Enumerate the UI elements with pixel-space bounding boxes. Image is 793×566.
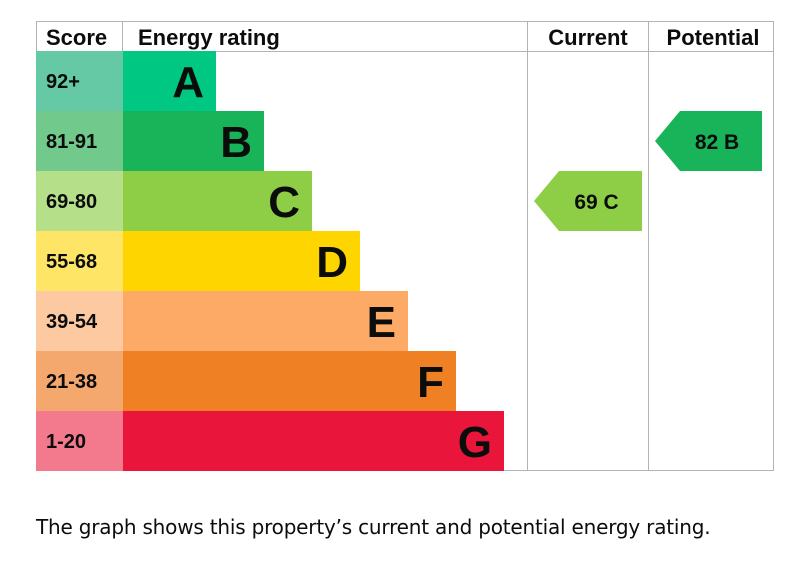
rating-markers: 69 C 82 B — [534, 111, 762, 231]
band-bar-b — [123, 111, 264, 171]
band-letter-b: B — [220, 118, 252, 167]
current-header: Current — [548, 25, 628, 50]
band-letter-e: E — [367, 298, 396, 347]
score-cell-c — [36, 171, 123, 231]
score-cell-b — [36, 111, 123, 171]
band-letter-c: C — [268, 178, 300, 227]
score-range-c: 69-80 — [46, 191, 97, 213]
score-cell-g — [36, 411, 123, 471]
score-range-a: 92+ — [46, 71, 80, 93]
current-rating-label: 69 C — [574, 191, 618, 214]
rating-bands: 92+ A 81-91 B 69-80 C 55-68 D 39-54 E 21-38 F 1-20 G — [36, 51, 504, 471]
score-range-e: 39-54 — [46, 311, 98, 333]
band-letter-d: D — [316, 238, 348, 287]
band-letter-a: A — [172, 58, 204, 107]
band-bar-d — [123, 231, 360, 291]
score-range-b: 81-91 — [46, 131, 97, 153]
score-cell-a — [36, 51, 123, 111]
energy-rating-header: Energy rating — [138, 25, 280, 50]
score-cell-e — [36, 291, 123, 351]
band-bar-e — [123, 291, 408, 351]
potential-rating-arrow — [655, 111, 762, 171]
band-bar-g — [123, 411, 504, 471]
score-cell-d — [36, 231, 123, 291]
band-letter-f: F — [417, 358, 444, 407]
potential-header: Potential — [667, 25, 760, 50]
score-cell-f — [36, 351, 123, 411]
score-header: Score — [46, 25, 107, 50]
score-range-d: 55-68 — [46, 251, 97, 273]
band-bar-a — [123, 51, 216, 111]
score-range-g: 1-20 — [46, 431, 86, 453]
current-rating-arrow — [534, 171, 642, 231]
potential-rating-label: 82 B — [695, 131, 739, 154]
band-letter-g: G — [458, 418, 492, 467]
band-bar-c — [123, 171, 312, 231]
band-bar-f — [123, 351, 456, 411]
score-range-f: 21-38 — [46, 371, 97, 393]
chart-caption: The graph shows this property’s current … — [36, 515, 711, 539]
